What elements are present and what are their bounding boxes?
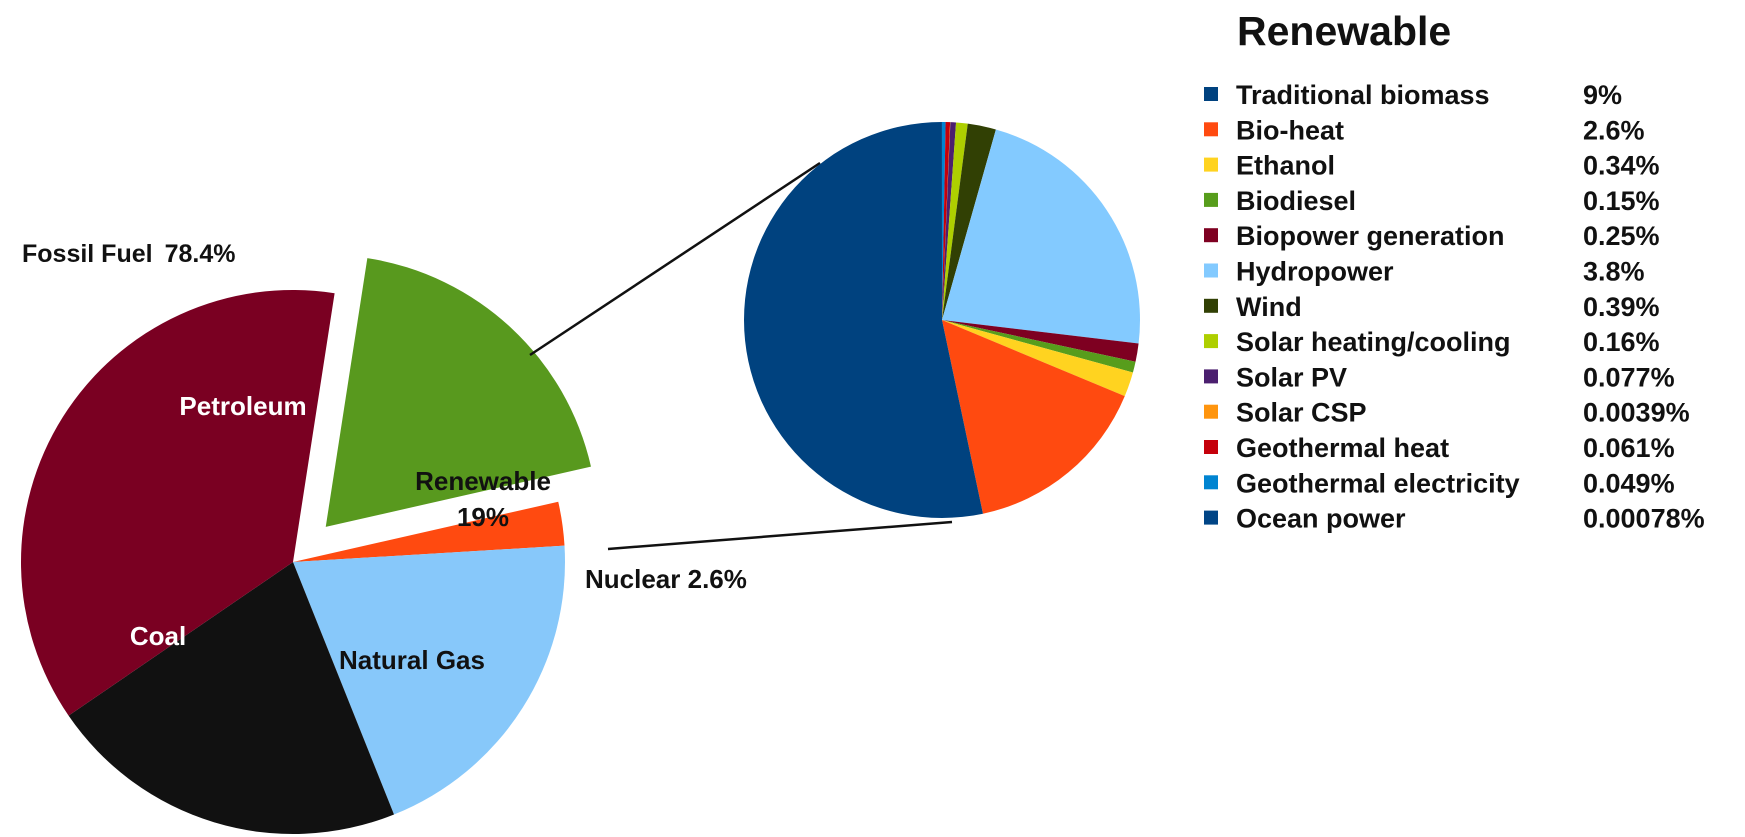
- legend-swatch-biodiesel: [1204, 192, 1218, 207]
- main-label-coal: Coal: [130, 621, 186, 651]
- legend-swatch-ethanol: [1204, 157, 1218, 172]
- fossil-fuel-label: Fossil Fuel 78.4%: [22, 240, 235, 268]
- main-label-nuclear: Nuclear 2.6%: [585, 564, 747, 594]
- legend-value-geothermal-heat: 0.061%: [1583, 433, 1675, 463]
- main-slice-renewable: [325, 258, 591, 527]
- main-slice-natural-gas: [293, 545, 565, 815]
- legend-label-ethanol: Ethanol: [1236, 151, 1335, 181]
- legend-swatch-solar-pv: [1204, 369, 1218, 384]
- legend-label-traditional-biomass: Traditional biomass: [1236, 80, 1490, 110]
- detail-slice-traditional-biomass: [744, 122, 983, 518]
- legend-swatch-geothermal-heat: [1204, 440, 1218, 454]
- detail-slice-biopower-generation: [942, 320, 1139, 362]
- legend-swatch-biopower-generation: [1204, 228, 1218, 243]
- legend-label-ocean-power: Ocean power: [1236, 504, 1406, 534]
- detail-slice-wind: [942, 123, 996, 320]
- detail-slice-solar-pv: [942, 122, 957, 320]
- legend-value-wind: 0.39%: [1583, 292, 1660, 322]
- legend-value-solar-heating-cooling: 0.16%: [1583, 327, 1660, 357]
- connector-line-bottom: [607, 520, 953, 551]
- legend-value-bio-heat: 2.6%: [1583, 115, 1645, 145]
- legend-label-biodiesel: Biodiesel: [1236, 186, 1356, 216]
- legend-swatch-solar-csp: [1204, 404, 1218, 419]
- legend-value-traditional-biomass: 9%: [1583, 80, 1622, 110]
- detail-slice-ethanol: [942, 320, 1133, 397]
- legend-swatch-wind: [1204, 298, 1218, 313]
- legend-value-geothermal-electricity: 0.049%: [1583, 468, 1675, 498]
- detail-slice-biodiesel: [942, 320, 1136, 373]
- legend-label-solar-pv: Solar PV: [1236, 362, 1347, 392]
- detail-slice-bio-heat: [942, 320, 1125, 514]
- legend-value-solar-csp: 0.0039%: [1583, 398, 1690, 428]
- detail-slice-geothermal-heat: [942, 122, 951, 320]
- legend-value-biopower-generation: 0.25%: [1583, 221, 1660, 251]
- legend-label-solar-heating-cooling: Solar heating/cooling: [1236, 327, 1511, 357]
- detail-slice-solar-heating-cooling: [942, 122, 968, 320]
- legend-value-hydropower: 3.8%: [1583, 257, 1645, 287]
- legend-swatch-geothermal-electricity: [1204, 475, 1218, 490]
- legend-swatch-hydropower: [1204, 263, 1218, 278]
- legend-label-biopower-generation: Biopower generation: [1236, 221, 1505, 251]
- main-pie: Petroleum Coal Natural Gas Nuclear 2.6% Rene…: [20, 258, 747, 834]
- legend-label-solar-csp: Solar CSP: [1236, 398, 1367, 428]
- legend-swatch-solar-heating-cooling: [1204, 334, 1218, 349]
- legend-label-hydropower: Hydropower: [1236, 257, 1394, 287]
- legend-value-biodiesel: 0.15%: [1583, 186, 1660, 216]
- detail-slice-solar-csp: [942, 122, 951, 320]
- legend-label-wind: Wind: [1236, 292, 1302, 322]
- legend-swatch-ocean-power: [1204, 510, 1218, 525]
- detail-slice-geothermal-electricity: [942, 122, 946, 320]
- legend-title: Renewable: [1237, 8, 1451, 54]
- main-slice-coal: [68, 562, 395, 834]
- legend-label-geothermal-electricity: Geothermal electricity: [1236, 468, 1520, 498]
- main-slice-petroleum: [20, 290, 335, 716]
- legend-swatch-bio-heat: [1204, 122, 1218, 137]
- main-label-natural-gas: Natural Gas: [339, 645, 485, 675]
- connector-line-top: [529, 161, 821, 357]
- main-label-renewable-value: 19%: [457, 502, 509, 532]
- legend-value-solar-pv: 0.077%: [1583, 362, 1675, 392]
- legend: Traditional biomass 9% Bio-heat 2.6% Ethanol…: [1204, 80, 1705, 534]
- detail-slice-hydropower: [942, 129, 1140, 344]
- legend-label-geothermal-heat: Geothermal heat: [1236, 433, 1449, 463]
- legend-swatch-traditional-biomass: [1204, 87, 1218, 101]
- legend-value-ethanol: 0.34%: [1583, 151, 1660, 181]
- main-label-petroleum: Petroleum: [179, 391, 306, 421]
- legend-value-ocean-power: 0.00078%: [1583, 504, 1705, 534]
- main-label-renewable: Renewable: [415, 466, 551, 496]
- main-slice-nuclear: [293, 501, 565, 562]
- renewable-detail-pie: [744, 122, 1140, 518]
- legend-label-bio-heat: Bio-heat: [1236, 115, 1344, 145]
